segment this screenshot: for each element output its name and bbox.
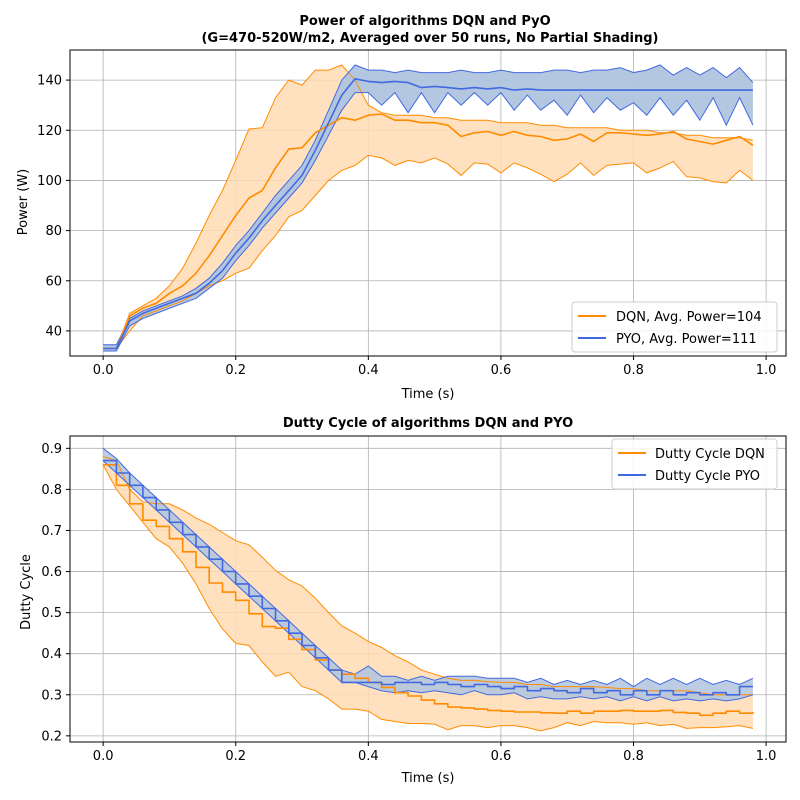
chart-1-ylabel: Power (W) xyxy=(16,169,31,235)
legend-dqn-duty-label: Dutty Cycle DQN xyxy=(655,447,765,462)
duty-cycle-plot-area: 0.0 0.2 0.4 0.6 0.8 1.0 0.2 0.3 0.4 0.5 0.6 0.7 0.8 0… xyxy=(41,435,787,764)
ytick-label-3: 100 xyxy=(37,174,62,189)
chart-2-xlabel: Time (s) xyxy=(401,771,455,786)
band-lower-0-0 xyxy=(103,154,754,349)
ytick-label-1: 0.3 xyxy=(41,688,62,703)
chart-2-legend: Dutty Cycle DQN Dutty Cycle PYO xyxy=(611,438,778,490)
ytick-label-4: 0.6 xyxy=(41,565,62,580)
xtick-label-0: 0.0 xyxy=(93,749,114,764)
ytick-label-2: 80 xyxy=(45,224,62,239)
axes-frame-1 xyxy=(69,435,787,743)
chart-1-xlabel: Time (s) xyxy=(401,387,455,402)
chart-1-title: Power of algorithms DQN and PyO xyxy=(299,14,550,29)
series-line-0-1 xyxy=(103,78,753,350)
xtick-label-0: 0.0 xyxy=(93,363,114,378)
band-0-1 xyxy=(103,65,753,351)
chart-2-title: Dutty Cycle of algorithms DQN and PYO xyxy=(283,416,573,431)
ytick-label-5: 140 xyxy=(37,74,62,89)
legend-pyo-power-label: PYO, Avg. Power=111 xyxy=(616,332,757,347)
xtick-label-4: 0.8 xyxy=(623,749,644,764)
power-plot-area: 0.0 0.2 0.4 0.6 0.8 1.0 40 60 80 100 120 140 xyxy=(37,49,787,378)
ytick-label-7: 0.9 xyxy=(41,442,62,457)
band-1-1 xyxy=(103,448,753,701)
chart-1-subtitle: (G=470-520W/m2, Averaged over 50 runs, N… xyxy=(201,31,658,46)
ytick-label-5: 0.7 xyxy=(41,524,62,539)
chart-1-legend: DQN, Avg. Power=104 PYO, Avg. Power=111 xyxy=(571,301,778,353)
xtick-label-1: 0.2 xyxy=(225,363,246,378)
band-upper-1-1 xyxy=(102,447,754,688)
ytick-label-1: 60 xyxy=(45,274,62,289)
xtick-label-4: 0.8 xyxy=(623,363,644,378)
series-line-1-0 xyxy=(103,463,754,717)
band-1-0 xyxy=(103,456,753,731)
chart-2-ylabel: Dutty Cycle xyxy=(19,554,34,630)
xtick-label-1: 0.2 xyxy=(225,749,246,764)
xtick-label-2: 0.4 xyxy=(358,749,379,764)
xtick-label-5: 1.0 xyxy=(756,749,777,764)
band-lower-1-1 xyxy=(102,460,754,702)
band-upper-0-0 xyxy=(103,64,753,349)
series-line-0-0 xyxy=(103,113,754,350)
ytick-label-0: 0.2 xyxy=(41,729,62,744)
ytick-label-4: 120 xyxy=(37,124,62,139)
axes-frame-0 xyxy=(69,49,787,357)
band-lower-1-0 xyxy=(102,464,754,732)
legend-pyo-duty-label: Dutty Cycle PYO xyxy=(655,469,760,484)
band-lower-0-1 xyxy=(103,91,754,352)
xtick-label-5: 1.0 xyxy=(756,363,777,378)
chart-2-legend-box xyxy=(611,438,778,490)
xtick-label-3: 0.6 xyxy=(491,749,512,764)
ytick-label-6: 0.8 xyxy=(41,483,62,498)
chart-1-legend-box xyxy=(571,301,778,353)
ytick-label-3: 0.5 xyxy=(41,606,62,621)
legend-dqn-power-label: DQN, Avg. Power=104 xyxy=(616,310,762,325)
band-0-0 xyxy=(103,65,753,349)
series-line-1-1 xyxy=(103,459,753,696)
ytick-label-0: 40 xyxy=(45,324,62,339)
ytick-label-2: 0.4 xyxy=(41,647,62,662)
band-upper-0-1 xyxy=(103,64,754,346)
xtick-label-3: 0.6 xyxy=(491,363,512,378)
xtick-label-2: 0.4 xyxy=(358,363,379,378)
